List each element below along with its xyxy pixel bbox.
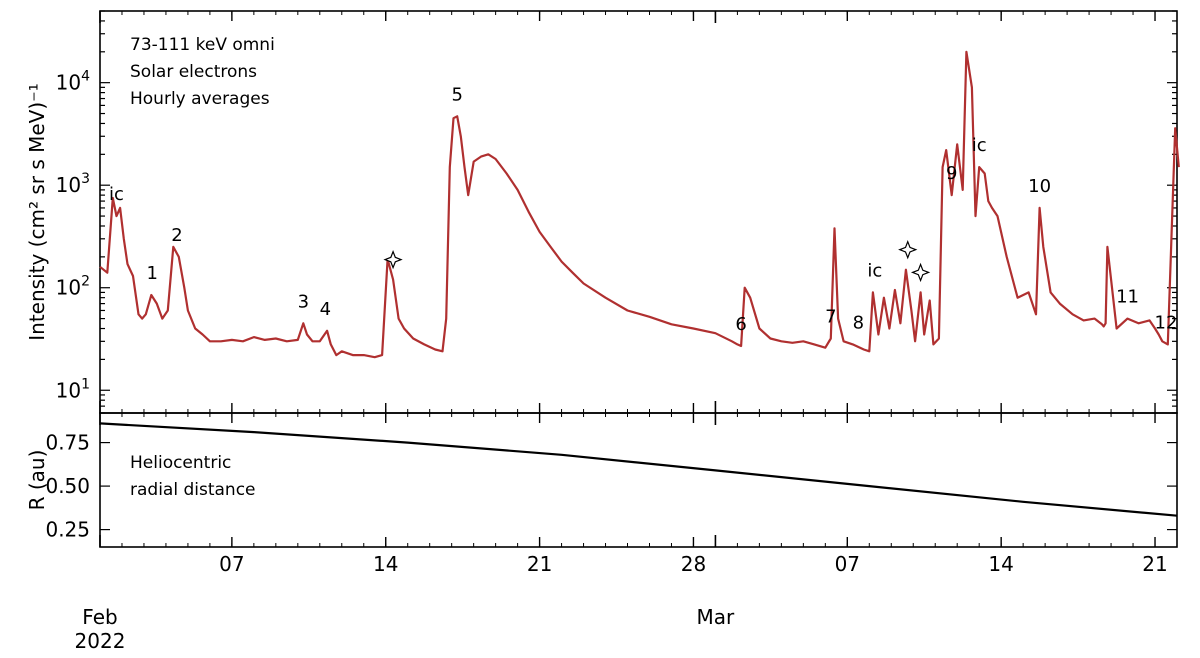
x-tick-label: 28: [681, 552, 706, 576]
event-label: ic: [109, 184, 124, 205]
y-tick-exponent: 1: [81, 376, 90, 392]
event-label: 2: [171, 225, 182, 246]
event-label: 4: [320, 299, 331, 320]
event-label: 11: [1116, 287, 1139, 308]
x-tick-label: 14: [373, 552, 398, 576]
info-text: radial distance: [130, 480, 256, 500]
event-label: ic: [867, 260, 882, 281]
info-text: Solar electrons: [130, 62, 257, 82]
x-tick-label: 07: [219, 552, 244, 576]
y-tick-base: 10: [56, 173, 81, 197]
y-tick-label: 101: [56, 376, 90, 402]
x-month-label: Mar: [697, 605, 736, 629]
event-label: 7: [825, 306, 836, 327]
y-tick-exponent: 4: [81, 69, 90, 85]
event-label: 10: [1028, 176, 1051, 197]
x-tick-label: 21: [1142, 552, 1167, 576]
plot-frame: [99, 412, 1178, 548]
info-text: 73-111 keV omni: [130, 35, 275, 55]
y-tick-label: 0.75: [45, 431, 90, 455]
y-tick-label: 103: [56, 171, 90, 197]
event-label: 12: [1155, 312, 1178, 333]
y-tick-exponent: 2: [81, 274, 90, 290]
y-axis-label: R (au): [25, 450, 49, 511]
y-tick-label: 104: [56, 69, 90, 95]
event-label: 5: [451, 84, 462, 105]
y-tick-label: 0.50: [45, 474, 90, 498]
info-text: Hourly averages: [130, 89, 270, 109]
event-label: ic: [972, 135, 987, 156]
y-tick-label: 102: [56, 274, 90, 300]
x-tick-label: 14: [988, 552, 1013, 576]
event-label: 8: [853, 312, 864, 333]
y-tick-base: 10: [56, 378, 81, 402]
y-tick-exponent: 3: [81, 171, 90, 187]
event-label: 1: [146, 263, 157, 284]
intensity-line: [99, 50, 1180, 359]
distance-panel: 0.25 0.50 0.75R (au) Heliocentric radial dis…: [25, 412, 1178, 548]
x-tick-label: 21: [527, 552, 552, 576]
event-star-marker: [898, 240, 918, 260]
info-text: Heliocentric: [130, 453, 231, 473]
event-label: 6: [735, 314, 746, 335]
y-tick-base: 10: [56, 71, 81, 95]
event-label: 9: [946, 163, 957, 184]
y-tick-label: 0.25: [45, 518, 90, 542]
y-tick-base: 10: [56, 276, 81, 300]
y-axis-label: Intensity (cm² sr s MeV)⁻¹: [25, 83, 49, 340]
event-star-marker: [910, 262, 931, 283]
x-month-label: Feb: [82, 605, 117, 629]
x-year-label: 2022: [75, 629, 126, 653]
distance-line: [99, 422, 1178, 517]
event-star-marker: [383, 249, 403, 270]
event-label: 3: [298, 291, 309, 312]
plot-frame: [99, 10, 1178, 414]
x-tick-label: 07: [835, 552, 860, 576]
